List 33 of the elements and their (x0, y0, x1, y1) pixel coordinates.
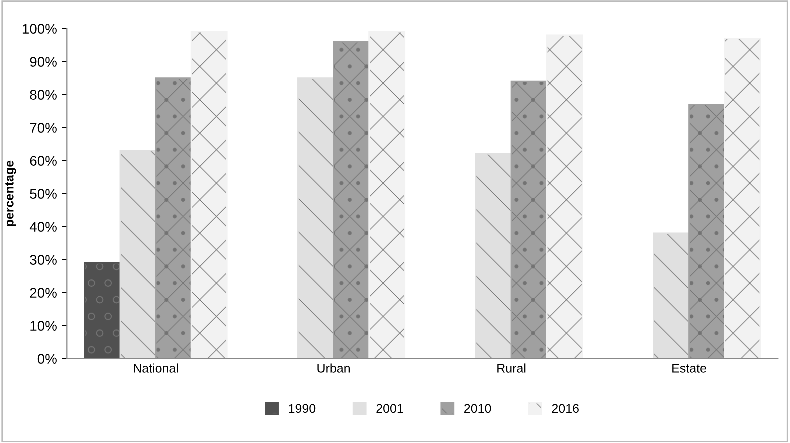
bar (298, 78, 334, 359)
y-tick-label: 90% (30, 57, 57, 67)
bar (724, 38, 762, 359)
bar (475, 154, 512, 359)
bar (120, 150, 157, 359)
y-tick-label: 50% (30, 189, 57, 199)
y-tick-label: 40% (30, 222, 57, 232)
y-tick-label: 20% (30, 288, 57, 298)
legend-label: 2001 (376, 404, 404, 414)
bar (510, 80, 548, 359)
y-tick-label: 30% (30, 255, 57, 265)
x-tick-label: Rural (498, 364, 526, 373)
bar (653, 232, 690, 359)
y-tick-label: 80% (30, 90, 57, 100)
y-axis-title: percentage (6, 160, 16, 226)
y-tick-label: 0% (38, 354, 57, 364)
y-tick-label: 100% (22, 24, 57, 34)
bar (155, 78, 192, 359)
bar (688, 104, 726, 359)
bar (368, 31, 406, 359)
legend-label: 2016 (552, 404, 579, 414)
bar (84, 262, 122, 359)
x-tick-label: Urban (318, 364, 350, 373)
legend-label: 1990 (289, 404, 316, 414)
bar (190, 31, 228, 359)
legend-label: 2010 (464, 404, 492, 414)
y-tick-label: 70% (30, 123, 57, 133)
bar (546, 34, 584, 359)
x-tick-label: Estate (672, 364, 706, 373)
y-tick-label: 60% (30, 156, 57, 166)
bar (333, 41, 370, 359)
y-tick-label: 10% (30, 321, 57, 331)
x-tick-label: National (134, 364, 178, 373)
